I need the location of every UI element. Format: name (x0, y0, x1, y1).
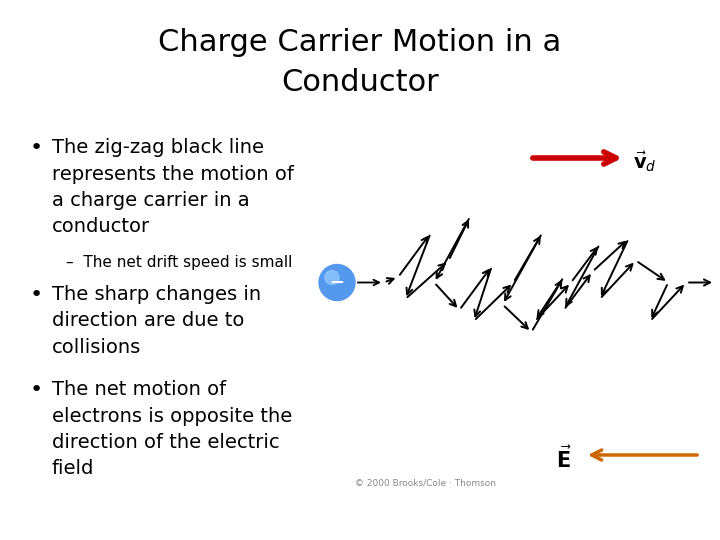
Text: •: • (30, 138, 43, 158)
Text: The sharp changes in
direction are due to
collisions: The sharp changes in direction are due t… (52, 285, 261, 357)
Text: Charge Carrier Motion in a: Charge Carrier Motion in a (158, 28, 562, 57)
Text: The zig-zag black line
represents the motion of
a charge carrier in a
conductor: The zig-zag black line represents the mo… (52, 138, 294, 237)
Text: Conductor: Conductor (281, 68, 439, 97)
Text: $\vec{\mathbf{E}}$: $\vec{\mathbf{E}}$ (556, 446, 572, 472)
Text: The net motion of
electrons is opposite the
direction of the electric
field: The net motion of electrons is opposite … (52, 380, 292, 478)
Text: −: − (330, 273, 345, 292)
Text: –  The net drift speed is small: – The net drift speed is small (66, 255, 292, 270)
Circle shape (325, 271, 339, 285)
Text: © 2000 Brooks/Cole · Thomson: © 2000 Brooks/Cole · Thomson (355, 478, 496, 487)
Circle shape (319, 265, 355, 300)
Text: •: • (30, 285, 43, 305)
Text: $\vec{\mathbf{v}}_{d}$: $\vec{\mathbf{v}}_{d}$ (633, 150, 657, 174)
Text: •: • (30, 380, 43, 400)
